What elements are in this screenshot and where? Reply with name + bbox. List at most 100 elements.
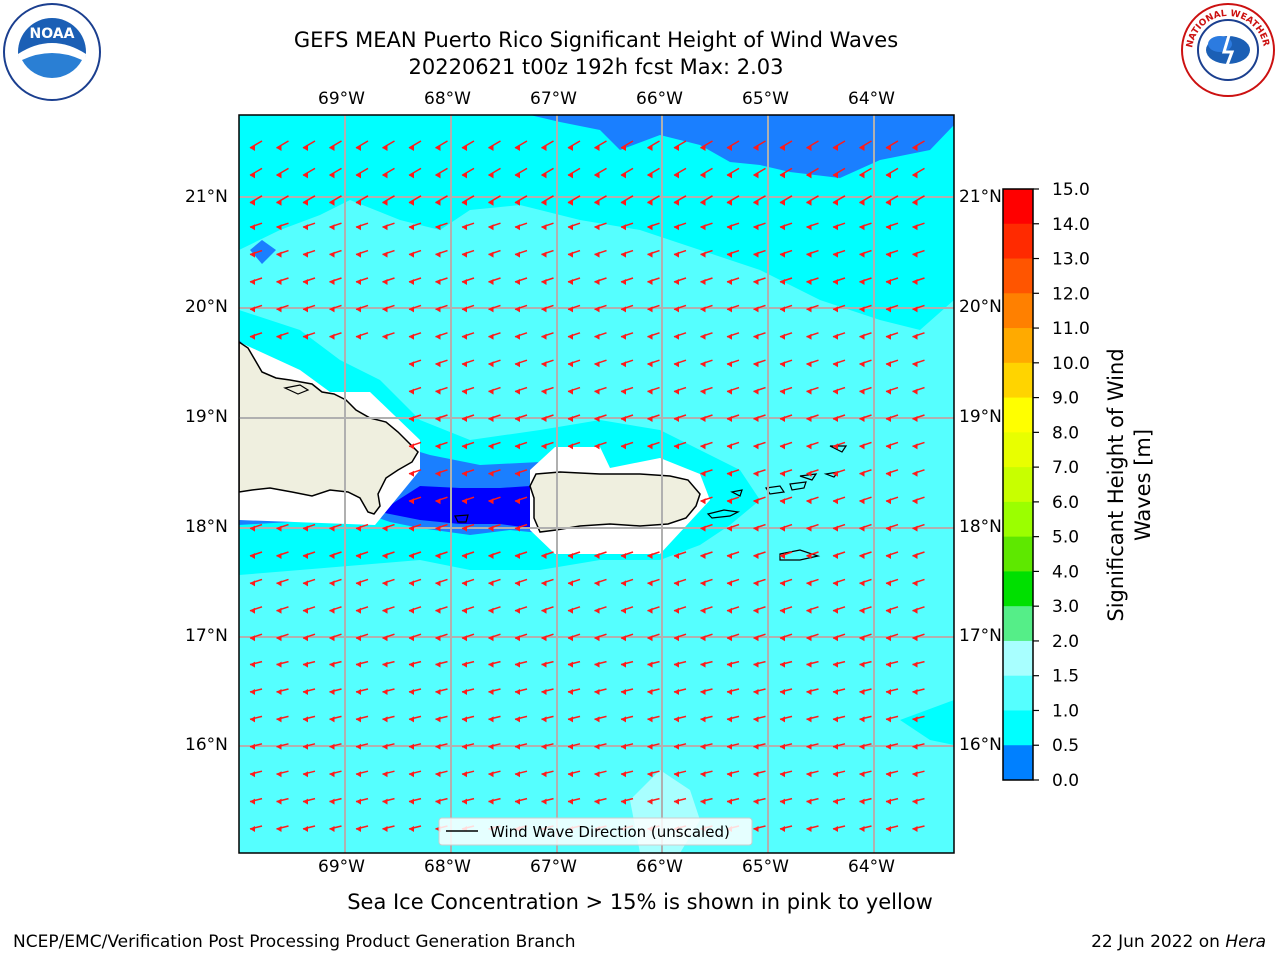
wind-arrow [382, 551, 395, 559]
wind-arrow [806, 386, 819, 395]
wind-arrow [302, 715, 316, 723]
wind-arrow [594, 222, 607, 231]
lat-label-right-16n: 16°N [959, 735, 1002, 755]
wind-arrow [647, 715, 660, 723]
wind-arrow [276, 633, 289, 642]
wind-arrow [355, 277, 369, 285]
wind-arrow [541, 578, 554, 587]
tortola-island [799, 473, 818, 481]
wind-arrow [859, 496, 872, 505]
wind-arrow [302, 140, 316, 151]
wind-arrow [461, 441, 475, 450]
colorbar-tick-label: 5.0 [1052, 528, 1079, 548]
wind-arrow [514, 469, 528, 477]
wind-arrow [514, 222, 528, 231]
wind-arrow [594, 249, 607, 258]
lat-label-right-19n: 19°N [959, 407, 1002, 427]
wind-arrow [276, 222, 289, 231]
wind-arrow [408, 496, 422, 505]
wind-arrow [779, 414, 793, 422]
wind-arrow [806, 332, 819, 340]
wind-arrow [249, 633, 263, 642]
wind-arrow [276, 140, 289, 151]
wind-arrow [249, 825, 263, 832]
wind-arrow [700, 359, 713, 368]
wind-arrow [647, 140, 660, 151]
footer-branch: NCEP/EMC/Verification Post Processing Pr… [13, 932, 576, 952]
wind-arrow [302, 222, 316, 231]
wind-arrow [647, 606, 660, 614]
wind-arrow [753, 441, 766, 450]
wind-arrow [435, 441, 448, 450]
wind-arrow [276, 551, 289, 559]
lon-label-top-66w: 66°W [636, 89, 683, 109]
wind-arrow [620, 715, 634, 723]
wind-arrow [912, 496, 925, 505]
wind-arrow [461, 140, 475, 151]
wind-arrow [541, 140, 554, 151]
wind-arrow [329, 304, 342, 313]
wind-arrow [514, 688, 528, 695]
wind-arrow [567, 167, 581, 179]
wind-arrow [435, 359, 448, 368]
wind-arrow [912, 606, 925, 614]
wind-arrow [355, 222, 369, 231]
wind-arrow [673, 167, 687, 179]
colorbar-segment [1003, 606, 1033, 642]
wind-arrow [249, 140, 263, 151]
wind-arrow [541, 633, 554, 642]
wind-arrow [647, 332, 660, 340]
lon-label-top-69w: 69°W [318, 89, 365, 109]
wind-arrow [859, 743, 872, 750]
wind-arrow [673, 770, 687, 778]
wind-arrow [832, 441, 846, 450]
wind-arrow [620, 222, 634, 231]
wind-arrow [594, 414, 607, 422]
wind-arrow [276, 523, 289, 532]
noaa-logo: NOAA [3, 3, 101, 101]
wind-arrow [673, 743, 687, 750]
wind-arrow [726, 332, 740, 340]
wind-arrow [832, 578, 846, 587]
wind-arrow [382, 277, 395, 285]
wind-arrow [912, 551, 925, 559]
wind-arrow [594, 167, 607, 179]
wind-arrow [885, 441, 899, 450]
wind-arrow [276, 606, 289, 614]
wind-arrow [700, 167, 713, 179]
wind-arrow [647, 743, 660, 750]
wind-arrow [276, 195, 289, 206]
wind-arrow [567, 359, 581, 368]
wind-arrow [567, 633, 581, 642]
wind-arrow [488, 441, 501, 450]
wind-arrow [461, 359, 475, 368]
wind-arrow [700, 797, 713, 805]
wind-arrow [408, 249, 422, 258]
wind-arrow [726, 770, 740, 778]
wind-arrow [832, 797, 846, 805]
wind-arrow [753, 523, 766, 532]
wind-arrow [329, 332, 342, 340]
wind-arrow [912, 167, 925, 179]
lon-label-bottom-65w: 65°W [742, 857, 789, 877]
wind-arrow [541, 441, 554, 450]
colorbar-tick-label: 8.0 [1052, 423, 1079, 443]
wind-arrow [885, 633, 899, 642]
wind-arrow [461, 606, 475, 614]
wind-arrow [541, 606, 554, 614]
wind-arrow [620, 633, 634, 642]
wind-arrow [700, 743, 713, 750]
wind-arrow [620, 660, 634, 668]
wind-arrow [832, 386, 846, 395]
culebra-island [730, 489, 743, 497]
wind-arrow [885, 222, 899, 231]
wind-arrow [779, 797, 793, 805]
wind-arrow [541, 277, 554, 285]
wind-arrow [885, 140, 899, 151]
wind-arrow [461, 797, 475, 805]
wind-arrow [700, 249, 713, 258]
wind-arrow [329, 140, 342, 151]
vieques-island [706, 509, 740, 519]
wind-arrow [779, 523, 793, 532]
